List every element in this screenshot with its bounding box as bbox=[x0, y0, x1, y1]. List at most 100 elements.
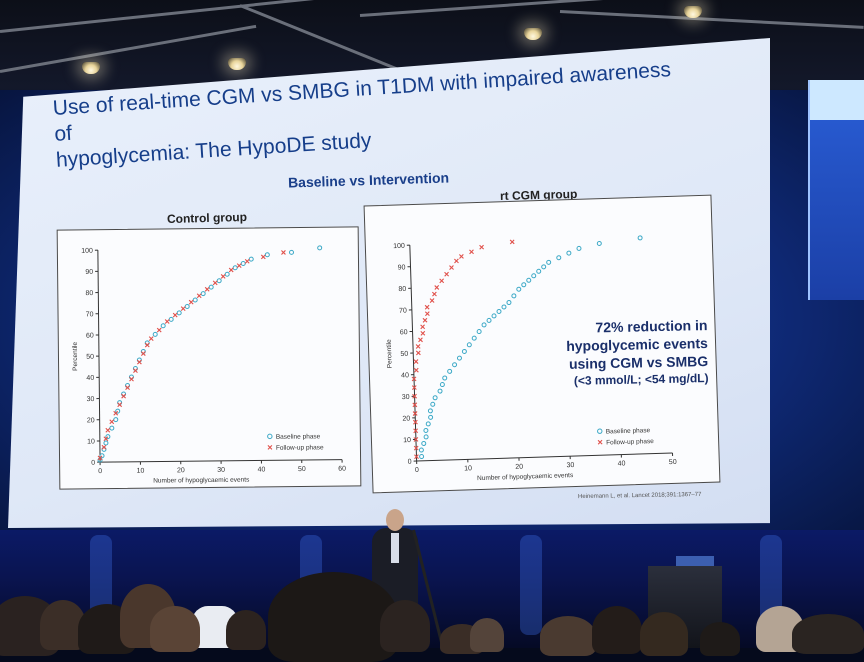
baseline-point bbox=[497, 309, 501, 313]
followup-point bbox=[414, 360, 418, 364]
chart-title: Control group bbox=[167, 210, 247, 226]
x-tick-label: 40 bbox=[618, 460, 626, 467]
baseline-point bbox=[201, 292, 205, 296]
baseline-point bbox=[433, 396, 437, 400]
followup-point bbox=[421, 331, 425, 335]
y-tick-label: 0 bbox=[91, 460, 95, 467]
followup-point bbox=[102, 445, 106, 449]
baseline-point bbox=[577, 246, 581, 250]
legend-followup-marker bbox=[598, 440, 602, 444]
followup-point bbox=[126, 386, 130, 390]
baseline-point bbox=[537, 269, 541, 273]
x-tick-label: 20 bbox=[515, 464, 523, 471]
y-tick-label: 30 bbox=[402, 394, 410, 401]
truss-beam bbox=[0, 25, 256, 73]
baseline-point bbox=[424, 428, 428, 432]
followup-point bbox=[149, 337, 153, 341]
result-callout: 72% reduction in hypoglycemic events usi… bbox=[517, 316, 708, 390]
legend-label: Follow-up phase bbox=[276, 444, 324, 452]
audience-head bbox=[380, 600, 430, 652]
baseline-point bbox=[517, 287, 521, 291]
y-tick-label: 90 bbox=[85, 269, 93, 276]
stage-light bbox=[82, 62, 100, 74]
followup-point bbox=[197, 294, 201, 298]
x-tick-label: 30 bbox=[566, 462, 574, 469]
y-tick-label: 20 bbox=[402, 415, 410, 422]
x-tick-label: 0 bbox=[98, 468, 102, 475]
baseline-point bbox=[472, 336, 476, 340]
followup-point bbox=[421, 325, 425, 329]
x-tick-label: 50 bbox=[298, 466, 306, 473]
baseline-point bbox=[502, 305, 506, 309]
followup-point bbox=[454, 259, 458, 263]
x-tick-label: 50 bbox=[669, 459, 677, 466]
baseline-point bbox=[233, 266, 237, 270]
baseline-point bbox=[467, 343, 471, 347]
baseline-point bbox=[532, 274, 536, 278]
baseline-point bbox=[217, 279, 221, 283]
y-axis-label: Percentile bbox=[386, 339, 394, 368]
baseline-point bbox=[110, 426, 114, 430]
baseline-point bbox=[431, 402, 435, 406]
followup-point bbox=[110, 420, 114, 424]
baseline-point bbox=[527, 278, 531, 282]
y-tick-label: 80 bbox=[85, 290, 93, 297]
followup-point bbox=[469, 250, 473, 254]
stage-light bbox=[524, 28, 542, 40]
y-tick-label: 100 bbox=[81, 248, 93, 255]
baseline-point bbox=[428, 409, 432, 413]
followup-point bbox=[129, 377, 133, 381]
baseline-point bbox=[426, 422, 430, 426]
followup-point bbox=[165, 319, 169, 323]
followup-point bbox=[141, 352, 145, 356]
x-tick-label: 30 bbox=[217, 467, 225, 474]
legend-label: Baseline phase bbox=[276, 433, 321, 440]
x-tick-label: 10 bbox=[137, 468, 145, 475]
y-tick-label: 50 bbox=[400, 351, 408, 358]
baseline-point bbox=[161, 324, 165, 328]
legend-followup-marker bbox=[268, 445, 272, 449]
audience-head bbox=[268, 572, 398, 662]
baseline-point bbox=[482, 323, 486, 327]
followup-point bbox=[145, 343, 149, 347]
baseline-point bbox=[169, 317, 173, 321]
baseline-point bbox=[457, 356, 461, 360]
baseline-point bbox=[557, 256, 561, 260]
audience-head bbox=[640, 612, 688, 656]
followup-point bbox=[133, 369, 137, 373]
baseline-point bbox=[477, 329, 481, 333]
baseline-point bbox=[177, 311, 181, 315]
baseline-point bbox=[547, 260, 551, 264]
followup-point bbox=[425, 312, 429, 316]
side-projection-screen bbox=[808, 80, 864, 300]
baseline-point bbox=[209, 285, 213, 289]
followup-point bbox=[423, 318, 427, 322]
y-tick-label: 90 bbox=[398, 264, 406, 271]
legend-label: Follow-up phase bbox=[606, 438, 654, 447]
followup-point bbox=[213, 281, 217, 285]
y-tick-label: 60 bbox=[400, 329, 408, 336]
baseline-point bbox=[225, 272, 229, 276]
followup-point bbox=[106, 428, 110, 432]
y-tick-label: 60 bbox=[86, 333, 94, 340]
audience-head bbox=[700, 622, 740, 656]
followup-point bbox=[229, 268, 233, 272]
baseline-point bbox=[522, 283, 526, 287]
followup-point bbox=[189, 300, 193, 304]
x-axis bbox=[417, 453, 673, 461]
baseline-point bbox=[193, 298, 197, 302]
baseline-point bbox=[453, 363, 457, 367]
baseline-point bbox=[438, 389, 442, 393]
baseline-point bbox=[249, 257, 253, 261]
baseline-point bbox=[443, 376, 447, 380]
followup-point bbox=[445, 272, 449, 276]
baseline-point bbox=[542, 265, 546, 269]
followup-point bbox=[416, 344, 420, 348]
legend-baseline-marker bbox=[268, 434, 272, 438]
audience-head bbox=[150, 606, 200, 652]
y-axis-label: Percentile bbox=[72, 342, 79, 371]
stage-light bbox=[684, 6, 702, 18]
speaker-shirt bbox=[391, 533, 399, 563]
